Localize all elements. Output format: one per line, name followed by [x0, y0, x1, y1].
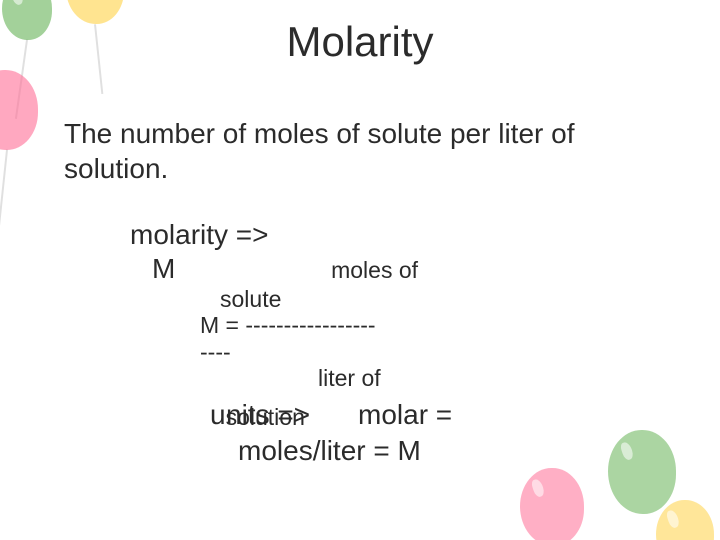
balloon-decor — [656, 500, 714, 540]
slide-title: Molarity — [0, 18, 720, 66]
units-block: usolutionnits => molar = moles/liter = M — [210, 398, 630, 467]
text-M: M — [152, 253, 175, 284]
text-molar-eq: molar = — [358, 398, 452, 432]
formula-block: solute M = ----------------- ---- liter … — [200, 286, 620, 392]
slide: Molarity The number of moles of solute p… — [0, 0, 720, 540]
text-moles-of: moles of — [331, 257, 418, 283]
molarity-symbol-block: molarity => M moles of — [130, 218, 610, 285]
text-units-mid: nits => — [226, 398, 310, 432]
balloon-string — [0, 150, 14, 240]
text-formula-dashes: ---- — [200, 339, 231, 365]
text-liter-of: liter of — [318, 365, 381, 391]
text-formula-bar: M = ----------------- — [200, 312, 376, 338]
text-units-u: u — [210, 399, 226, 430]
text-molarity-arrow: molarity => — [130, 219, 269, 250]
balloon-decor — [0, 70, 38, 150]
text-moles-per-liter: moles/liter = M — [238, 434, 630, 468]
balloon-decor — [520, 468, 584, 540]
definition-text: The number of moles of solute per liter … — [64, 116, 664, 186]
text-solute: solute — [220, 286, 281, 312]
